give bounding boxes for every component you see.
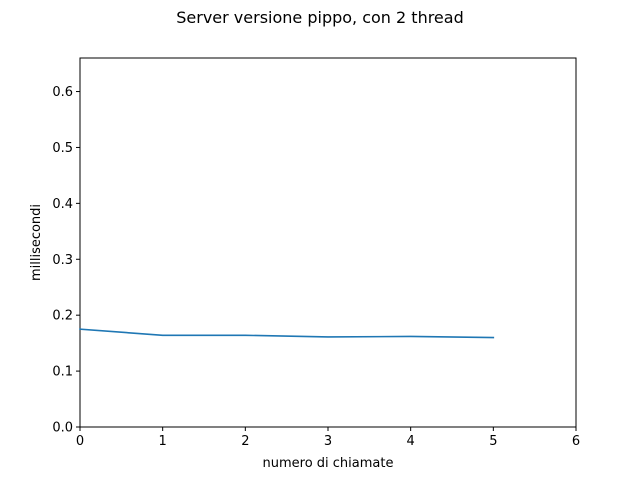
y-tick-label: 0.4 — [52, 197, 73, 212]
data-point — [493, 337, 495, 339]
data-point — [327, 336, 329, 338]
data-point — [162, 335, 164, 337]
x-tick-label: 3 — [324, 434, 332, 449]
plot-area — [79, 57, 577, 428]
x-tick-label: 1 — [159, 434, 167, 449]
y-axis-label: millisecondi — [29, 204, 44, 281]
data-point — [410, 336, 412, 338]
x-tick-label: 5 — [489, 434, 497, 449]
x-tick-label: 0 — [76, 434, 84, 449]
y-tick-label: 0.5 — [52, 141, 73, 156]
x-axis-label: numero di chiamate — [263, 456, 394, 471]
x-tick-label: 6 — [572, 434, 580, 449]
series-layer — [79, 328, 495, 339]
data-point — [245, 335, 247, 337]
series-line — [79, 328, 495, 339]
chart-title: Server versione pippo, con 2 thread — [176, 8, 463, 27]
y-axis: 0.0 0.1 0.2 0.3 0.4 0.5 0.6 — [52, 85, 80, 436]
y-tick-label: 0.6 — [52, 85, 73, 100]
y-tick-label: 0.3 — [52, 253, 73, 268]
x-axis: 0 1 2 3 4 5 6 — [76, 427, 580, 449]
y-tick-label: 0.0 — [52, 421, 73, 436]
y-tick-label: 0.2 — [52, 309, 73, 324]
data-point — [79, 328, 81, 330]
x-tick-label: 4 — [407, 434, 415, 449]
x-tick-label: 2 — [241, 434, 249, 449]
y-tick-label: 0.1 — [52, 365, 73, 380]
